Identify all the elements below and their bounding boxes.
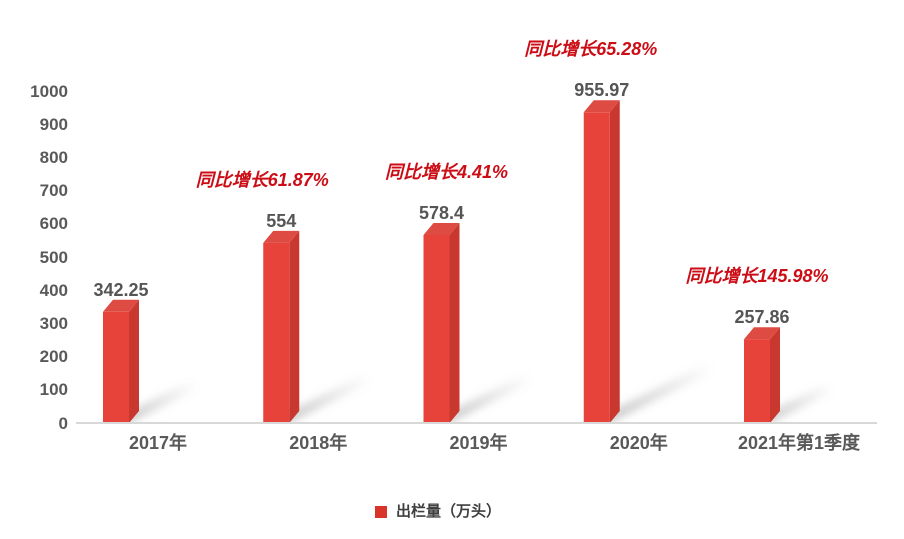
yoy-growth-annotation: 同比增长61.87% xyxy=(195,169,329,190)
bar-value-label: 257.86 xyxy=(734,307,790,328)
bar-group-0 xyxy=(103,299,209,423)
x-axis-label: 2017年 xyxy=(128,433,188,453)
y-axis-tick: 100 xyxy=(39,380,68,400)
bar-group-1 xyxy=(263,230,382,423)
bar-side-face xyxy=(609,100,620,424)
bar-side-face xyxy=(770,327,780,423)
bar-group-3 xyxy=(583,100,726,424)
bar-front-face xyxy=(583,112,610,424)
bar-value-label: 342.25 xyxy=(93,279,149,300)
bar-top-face xyxy=(423,223,460,235)
bar-top-face xyxy=(263,230,300,243)
bar-group-2 xyxy=(423,223,544,423)
bar-value-label: 955.97 xyxy=(574,80,630,101)
y-axis-tick: 200 xyxy=(39,347,68,367)
x-axis-label: 2019年 xyxy=(449,433,508,453)
y-axis-tick: 700 xyxy=(39,181,68,201)
legend-swatch xyxy=(375,506,387,518)
x-axis-label: 2020年 xyxy=(609,433,668,453)
bar-group-4 xyxy=(744,327,846,423)
yoy-growth-annotation: 同比增长4.41% xyxy=(384,162,509,182)
y-axis-tick: 600 xyxy=(39,214,68,234)
bar-top-face xyxy=(583,100,620,113)
bar-side-face xyxy=(449,223,460,423)
bar-value-label: 578.4 xyxy=(418,203,465,223)
y-axis-tick: 400 xyxy=(39,280,68,300)
bar-shadow xyxy=(587,365,726,423)
bar-top-face xyxy=(744,327,780,340)
legend-label: 出栏量（万头） xyxy=(396,503,502,520)
y-axis-tick: 0 xyxy=(58,413,68,433)
x-axis-line xyxy=(76,422,877,424)
bar-side-face xyxy=(289,230,300,423)
legend: 出栏量（万头） xyxy=(375,501,501,523)
y-axis-tick: 900 xyxy=(39,114,68,134)
y-axis-tick: 500 xyxy=(39,247,68,267)
bar-value-label: 554 xyxy=(266,210,297,231)
x-axis-label: 2018年 xyxy=(289,433,348,453)
bar-front-face xyxy=(744,339,770,423)
bar-front-face xyxy=(103,311,129,423)
yoy-growth-annotation: 同比增长145.98% xyxy=(685,266,829,287)
x-axis-label: 2021年第1季度 xyxy=(737,433,861,453)
bar-front-face xyxy=(263,242,290,423)
bar-side-face xyxy=(129,299,139,423)
y-axis-tick: 800 xyxy=(39,147,68,167)
y-axis-tick: 1000 xyxy=(30,81,68,101)
bar-top-face xyxy=(103,299,139,312)
y-axis-tick: 300 xyxy=(39,313,68,333)
yoy-growth-annotation: 同比增长65.28% xyxy=(524,39,658,60)
bar-front-face xyxy=(423,235,450,423)
